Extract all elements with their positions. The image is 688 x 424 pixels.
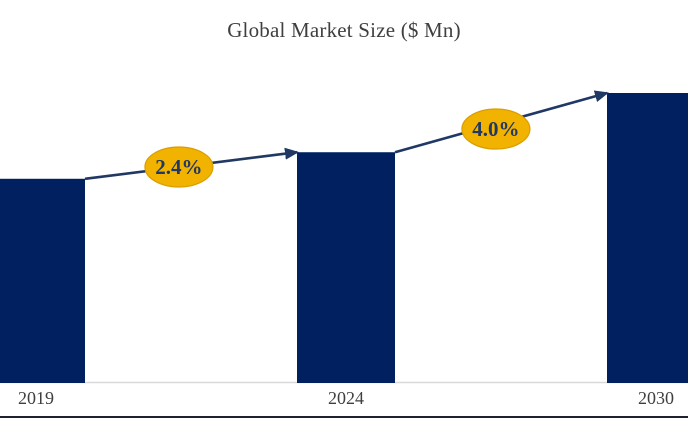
growth-annotation-label: 2.4% [155, 155, 202, 179]
growth-annotation-label: 4.0% [472, 117, 519, 141]
bar-2019 [0, 178, 85, 383]
growth-annotation-ellipse [461, 108, 531, 150]
bar-2024 [297, 152, 395, 383]
chart-title: Global Market Size ($ Mn) [227, 18, 461, 42]
growth-annotation-ellipse [144, 146, 214, 188]
bottom-border-line [0, 416, 688, 418]
x-tick-label: 2019 [18, 388, 54, 408]
x-tick-label: 2030 [638, 388, 674, 408]
x-tick-label: 2024 [328, 388, 364, 408]
bar-2030 [607, 93, 688, 383]
